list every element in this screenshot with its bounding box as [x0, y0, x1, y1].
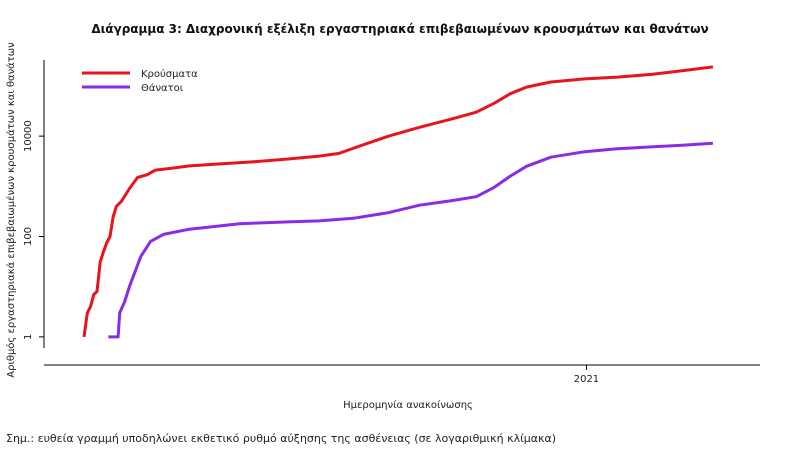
x-axis-label: Ημερομηνία ανακοίνωσης [343, 399, 473, 411]
legend-label-deaths: Θάνατοι [141, 82, 184, 94]
y-tick-label: 10000 [23, 120, 34, 152]
x-ticks: 2021 [574, 365, 599, 385]
series-line-cases [82, 65, 714, 338]
y-tick-label: 1 [23, 334, 34, 340]
x-tick-label: 2021 [574, 374, 599, 385]
legend-label-cases: Κρούσματα [141, 68, 198, 80]
y-axis-label: Αριθμός εργαστηριακά επιβεβαιωμένων κρου… [5, 42, 17, 378]
y-tick-label: 100 [23, 227, 34, 246]
series-group [82, 65, 714, 339]
chart: Διάγραμμα 3: Διαχρονική εξέλιξη εργαστηρ… [5, 22, 760, 411]
footnote: Σημ.: ευθεία γραμμή υποδηλώνει εκθετικό … [6, 432, 557, 445]
y-ticks: 1 100 10000 [23, 120, 44, 340]
chart-title: Διάγραμμα 3: Διαχρονική εξέλιξη εργαστηρ… [91, 22, 708, 36]
series-line-deaths [108, 141, 713, 339]
legend: Κρούσματα Θάνατοι [82, 68, 198, 94]
